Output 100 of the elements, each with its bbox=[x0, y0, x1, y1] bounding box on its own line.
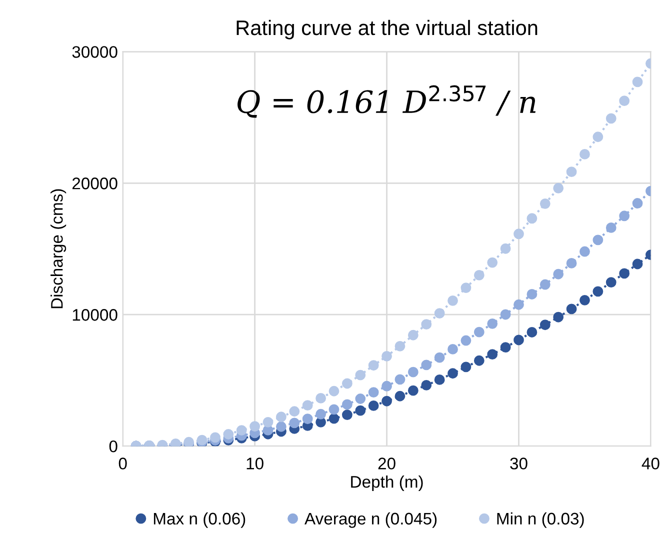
legend-label: Max n (0.06) bbox=[154, 512, 246, 528]
point bbox=[580, 294, 590, 306]
point bbox=[316, 408, 326, 420]
point bbox=[408, 330, 418, 340]
point bbox=[460, 335, 472, 346]
point bbox=[500, 243, 511, 254]
x-tick-label: 0 bbox=[118, 458, 127, 470]
point bbox=[223, 429, 234, 440]
point bbox=[619, 96, 630, 106]
point bbox=[619, 268, 630, 279]
point bbox=[355, 405, 366, 416]
point bbox=[262, 416, 274, 428]
point bbox=[368, 360, 379, 371]
point bbox=[316, 393, 326, 404]
point bbox=[592, 234, 604, 246]
point bbox=[355, 370, 366, 380]
point bbox=[514, 299, 524, 310]
point bbox=[514, 334, 524, 346]
point bbox=[448, 295, 458, 306]
point bbox=[302, 400, 313, 411]
point bbox=[500, 342, 511, 353]
point bbox=[382, 396, 392, 406]
point bbox=[487, 257, 498, 268]
point bbox=[632, 76, 643, 88]
point bbox=[553, 268, 564, 280]
y-tick-label: 10000 bbox=[72, 309, 118, 321]
x-tick-label: 20 bbox=[378, 458, 396, 470]
point bbox=[421, 319, 432, 330]
point bbox=[355, 394, 366, 404]
point bbox=[500, 309, 511, 320]
point bbox=[592, 286, 604, 297]
chart-title: Rating curve at the virtual station bbox=[236, 20, 538, 40]
point bbox=[474, 326, 484, 338]
point bbox=[632, 198, 643, 208]
point bbox=[328, 386, 340, 396]
point bbox=[540, 320, 550, 330]
point bbox=[540, 279, 550, 290]
point bbox=[606, 277, 616, 288]
point bbox=[328, 413, 340, 424]
point bbox=[276, 421, 286, 432]
point bbox=[566, 166, 577, 178]
point bbox=[368, 400, 379, 411]
point bbox=[434, 352, 445, 363]
point bbox=[526, 327, 538, 338]
point bbox=[606, 222, 616, 233]
point bbox=[368, 387, 379, 398]
point bbox=[487, 318, 498, 329]
point bbox=[514, 228, 524, 240]
point bbox=[592, 132, 604, 142]
point bbox=[236, 425, 247, 436]
point bbox=[434, 308, 445, 319]
point bbox=[460, 282, 472, 294]
point bbox=[408, 366, 418, 378]
point bbox=[394, 390, 406, 402]
point bbox=[448, 344, 458, 354]
point bbox=[342, 378, 352, 389]
legend-label: Average n (0.045) bbox=[304, 512, 437, 528]
x-axis-title: Depth (m) bbox=[351, 476, 423, 492]
y-tick-label: 0 bbox=[109, 440, 118, 452]
point bbox=[408, 385, 418, 396]
point bbox=[553, 312, 564, 322]
y-axis-title: Discharge (cms) bbox=[50, 189, 66, 308]
point bbox=[474, 355, 484, 366]
point bbox=[289, 406, 300, 417]
point bbox=[276, 412, 286, 422]
point bbox=[580, 246, 590, 257]
point bbox=[394, 340, 406, 352]
point bbox=[448, 368, 458, 379]
y-tick-label: 30000 bbox=[72, 46, 118, 58]
point bbox=[566, 258, 577, 268]
x-tick-label: 40 bbox=[642, 458, 660, 470]
point bbox=[210, 432, 220, 443]
point bbox=[421, 360, 432, 370]
point bbox=[619, 210, 630, 222]
point bbox=[289, 418, 300, 428]
point bbox=[580, 149, 590, 160]
point bbox=[566, 304, 577, 314]
point bbox=[553, 182, 564, 194]
point bbox=[487, 349, 498, 360]
point bbox=[460, 362, 472, 372]
point bbox=[328, 404, 340, 415]
point bbox=[250, 421, 260, 432]
y-tick-label: 20000 bbox=[72, 178, 118, 190]
x-tick-label: 10 bbox=[246, 458, 264, 470]
point bbox=[540, 198, 550, 209]
point bbox=[382, 350, 392, 362]
x-tick-label: 30 bbox=[510, 458, 528, 470]
point bbox=[342, 399, 352, 410]
point bbox=[526, 213, 538, 224]
point bbox=[394, 374, 406, 385]
point bbox=[342, 410, 352, 420]
point bbox=[434, 374, 445, 385]
annotation: Q = 0.161 D$^{2.357}$ / n bbox=[238, 85, 536, 118]
legend-label: Min n (0.03) bbox=[497, 512, 584, 528]
point bbox=[606, 113, 616, 124]
point bbox=[474, 270, 484, 280]
point bbox=[421, 380, 432, 390]
point bbox=[632, 258, 643, 270]
point bbox=[302, 414, 313, 424]
point bbox=[526, 289, 538, 300]
